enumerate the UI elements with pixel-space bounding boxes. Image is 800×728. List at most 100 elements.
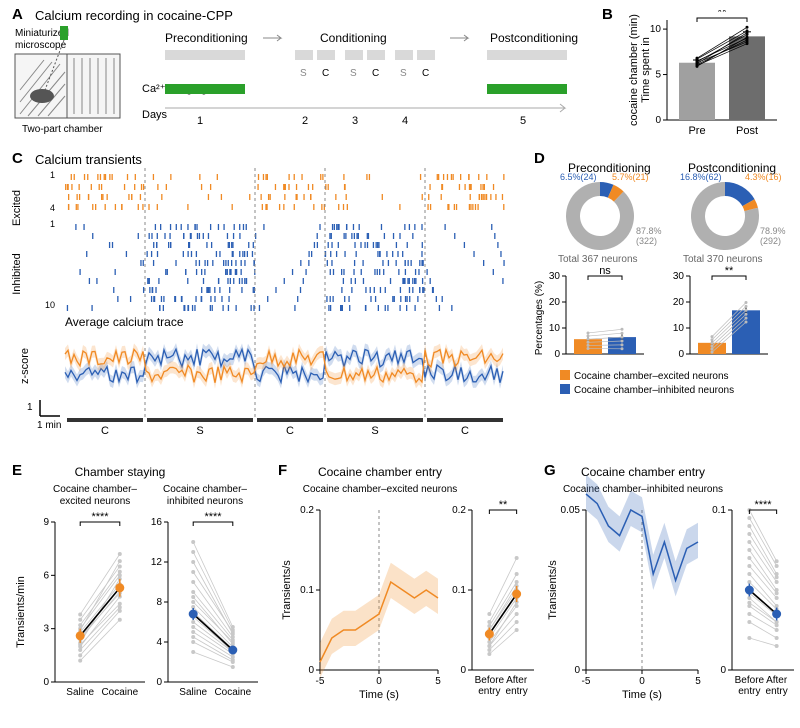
scope-icon [60, 26, 68, 40]
svg-text:8: 8 [156, 597, 162, 608]
svg-text:After: After [766, 675, 788, 686]
svg-text:6: 6 [43, 570, 49, 581]
svg-text:Before: Before [475, 675, 505, 686]
svg-text:0: 0 [720, 665, 726, 676]
svg-text:S: S [300, 68, 307, 79]
svg-text:6.5%(24): 6.5%(24) [560, 172, 597, 182]
svg-text:****: **** [204, 511, 222, 523]
svg-text:Excited: Excited [11, 190, 23, 226]
svg-text:1: 1 [197, 115, 203, 127]
svg-text:0: 0 [43, 677, 49, 688]
svg-text:2: 2 [302, 115, 308, 127]
panel-c-title: Calcium transients [35, 152, 142, 167]
svg-text:Transients/s: Transients/s [547, 560, 559, 620]
svg-text:**: ** [725, 265, 734, 277]
svg-text:0: 0 [639, 676, 645, 687]
svg-text:entry: entry [478, 686, 500, 697]
svg-text:5: 5 [695, 676, 701, 687]
svg-text:Days: Days [142, 109, 168, 121]
svg-text:0: 0 [554, 349, 560, 360]
svg-text:5: 5 [435, 676, 441, 687]
svg-text:20: 20 [549, 297, 561, 308]
svg-text:After: After [506, 675, 528, 686]
svg-text:3: 3 [352, 115, 358, 127]
svg-text:inhibited neurons: inhibited neurons [167, 496, 243, 507]
svg-text:16: 16 [151, 517, 163, 528]
svg-text:Inhibited: Inhibited [11, 253, 23, 295]
svg-text:Conditioning: Conditioning [320, 31, 387, 45]
svg-text:1 min: 1 min [37, 420, 61, 431]
svg-text:Cocaine chamber–excited neuron: Cocaine chamber–excited neurons [574, 371, 729, 382]
svg-text:entry: entry [766, 686, 788, 697]
svg-text:0.05: 0.05 [561, 505, 581, 516]
svg-text:Cocaine chamber–inhibited neur: Cocaine chamber–inhibited neurons [574, 385, 734, 396]
svg-text:16.8%(62): 16.8%(62) [680, 172, 722, 182]
svg-text:Cocaine chamber–: Cocaine chamber– [163, 484, 247, 495]
panel-e-svg: Chamber stayingCocaine chamber–excited n… [10, 462, 270, 724]
svg-text:Preconditioning: Preconditioning [165, 31, 248, 45]
svg-text:20: 20 [673, 297, 685, 308]
svg-text:0: 0 [574, 665, 580, 676]
svg-text:Pre: Pre [688, 125, 705, 137]
svg-text:entry: entry [506, 686, 528, 697]
svg-text:87.8%: 87.8% [636, 226, 662, 236]
timeline: PreconditioningConditioningPostcondition… [142, 31, 578, 127]
svg-text:10: 10 [549, 323, 561, 334]
svg-text:Cocaine chamber entry: Cocaine chamber entry [318, 465, 442, 479]
svg-text:12: 12 [151, 557, 163, 568]
svg-text:Before: Before [735, 675, 765, 686]
svg-text:30: 30 [673, 271, 685, 282]
svg-text:0: 0 [308, 665, 314, 676]
svg-text:C: C [422, 68, 429, 79]
svg-text:****: **** [754, 499, 772, 511]
svg-text:4: 4 [402, 115, 408, 127]
panel-a-title: Calcium recording in cocaine-CPP [35, 8, 233, 23]
svg-text:0: 0 [655, 115, 661, 126]
svg-text:Time (s): Time (s) [622, 689, 662, 701]
svg-text:10: 10 [45, 300, 55, 310]
svg-text:S: S [371, 425, 378, 437]
panel-g-svg: Cocaine chamber entryCocaine chamber–inh… [542, 462, 798, 724]
svg-text:0.2: 0.2 [300, 505, 314, 516]
svg-text:S: S [196, 425, 203, 437]
svg-text:Average calcium trace: Average calcium trace [65, 315, 184, 329]
svg-text:5: 5 [520, 115, 526, 127]
svg-text:**: ** [717, 10, 727, 19]
svg-text:Post: Post [736, 125, 758, 137]
svg-text:Cocaine: Cocaine [214, 687, 251, 698]
svg-text:Transients/s: Transients/s [281, 560, 293, 620]
svg-text:**: ** [499, 499, 508, 511]
svg-text:Cocaine chamber–excited neuron: Cocaine chamber–excited neurons [303, 484, 458, 495]
svg-text:30: 30 [549, 271, 561, 282]
svg-text:C: C [101, 425, 109, 437]
svg-text:0.1: 0.1 [452, 585, 466, 596]
panel-c-label: C [12, 150, 23, 167]
svg-text:C: C [322, 68, 329, 79]
svg-text:Time (s): Time (s) [359, 689, 399, 701]
svg-text:0: 0 [156, 677, 162, 688]
svg-text:z-score: z-score [19, 348, 31, 384]
mouse-body [30, 89, 54, 103]
svg-text:4.3%(16): 4.3%(16) [745, 172, 782, 182]
panel-f-svg: Cocaine chamber entry Cocaine chamber–exc… [276, 462, 538, 724]
panel-d-svg: PreconditioningPostconditioning6.5%(24)5… [530, 158, 798, 453]
svg-text:1: 1 [50, 219, 55, 229]
svg-text:3: 3 [43, 624, 49, 635]
svg-text:0: 0 [678, 349, 684, 360]
svg-text:0.1: 0.1 [712, 505, 726, 516]
svg-text:0: 0 [460, 665, 466, 676]
svg-text:Total 370 neurons: Total 370 neurons [683, 254, 763, 265]
svg-text:****: **** [91, 511, 109, 523]
svg-text:1: 1 [50, 170, 55, 180]
svg-text:C: C [286, 425, 294, 437]
svg-text:0.1: 0.1 [300, 585, 314, 596]
svg-text:ns: ns [599, 265, 611, 277]
svg-text:5: 5 [655, 70, 661, 81]
panel-a-label: A [12, 6, 23, 23]
svg-text:S: S [350, 68, 357, 79]
svg-text:Cocaine: Cocaine [101, 687, 138, 698]
svg-text:Time spent in: Time spent in [640, 37, 652, 103]
svg-text:78.9%: 78.9% [760, 226, 786, 236]
svg-text:0: 0 [376, 676, 382, 687]
panel-b-svg: 0510Time spent incocaine chamber (min)Pr… [615, 10, 795, 145]
